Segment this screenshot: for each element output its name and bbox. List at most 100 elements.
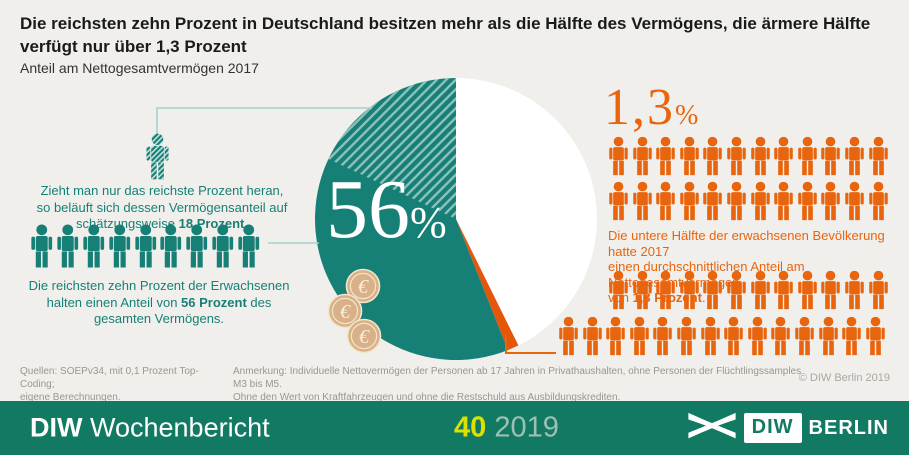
person-icon	[82, 224, 106, 268]
person-icon	[820, 181, 841, 221]
person-icon	[605, 316, 626, 356]
note-line: schätzungsweise	[76, 216, 179, 231]
person-icon	[652, 316, 673, 356]
person-icon	[676, 316, 697, 356]
person-icon	[134, 224, 158, 268]
person-icon	[608, 270, 629, 310]
person-icon	[629, 316, 650, 356]
person-icon	[237, 224, 261, 268]
person-icon	[56, 224, 80, 268]
person-icon	[773, 181, 794, 221]
note-line: des	[246, 294, 272, 310]
note-line: .	[701, 290, 706, 305]
note-line: .	[244, 216, 248, 231]
person-icon	[655, 136, 676, 176]
people-row-poor-half-1	[608, 136, 889, 176]
person-icon	[608, 136, 629, 176]
person-icon	[679, 136, 700, 176]
poor-half-share-label: 1,3%	[604, 82, 700, 134]
person-icon	[868, 136, 889, 176]
diw-logo-text: DIW	[743, 413, 802, 443]
person-icon	[844, 270, 865, 310]
person-icon	[632, 136, 653, 176]
pie-share-percent-sign: %	[410, 198, 447, 247]
person-icon	[679, 181, 700, 221]
note-line: gesamten Vermögens.	[93, 311, 225, 326]
person-icon	[700, 316, 721, 356]
person-icon	[702, 270, 723, 310]
person-icon	[108, 224, 132, 268]
person-icon	[726, 270, 747, 310]
person-icon	[750, 181, 771, 221]
sources-note: Quellen: SOEPv34, mit 0,1 Prozent Top-Co…	[20, 365, 230, 404]
pie-slice-rest	[456, 78, 597, 346]
person-icon	[820, 270, 841, 310]
person-icon	[702, 136, 723, 176]
person-icon	[747, 316, 768, 356]
note-line: Die reichsten zehn Prozent der Erwachsen…	[28, 278, 290, 293]
page-title: Die reichsten zehn Prozent in Deutschlan…	[20, 14, 871, 56]
diw-berlin-logo: DIW BERLIN	[687, 411, 889, 445]
euro-coin-icon: €	[345, 268, 381, 304]
person-icon	[844, 181, 865, 221]
person-icon	[726, 136, 747, 176]
svg-text:€: €	[340, 301, 351, 323]
person-icon	[185, 224, 209, 268]
pie-share-label: 56%	[326, 168, 447, 252]
note-line: halten einen Anteil von	[46, 294, 182, 310]
euro-coins: € € €	[327, 268, 382, 354]
brand-wochenbericht: Wochenbericht	[90, 412, 270, 443]
person-icon	[770, 316, 791, 356]
person-icon	[797, 270, 818, 310]
people-row-poor-half-2	[608, 181, 889, 221]
pie-share-value: 56	[326, 163, 410, 256]
person-icon	[797, 181, 818, 221]
footer-bar: DIW Wochenbericht 40 2019 DIW BERLIN	[0, 401, 909, 455]
berlin-logo-text: BERLIN	[808, 416, 889, 439]
person-icon	[30, 224, 54, 268]
note-highlight: 56 Prozent	[181, 294, 247, 310]
note-line: Anmerkung: Individuelle Nettovermögen de…	[233, 366, 802, 390]
copyright: © DIW Berlin 2019	[798, 372, 890, 384]
person-icon	[794, 316, 815, 356]
source-line: Quellen: SOEPv34, mit 0,1 Prozent Top-Co…	[20, 366, 199, 390]
brand-diw: DIW	[30, 412, 83, 443]
svg-text:€: €	[359, 326, 370, 348]
note-line: Die untere Hälfte der erwachsenen Bevölk…	[608, 228, 885, 259]
pie-wedge-richest-one-percent-hatched	[328, 78, 456, 219]
person-icon	[608, 181, 629, 221]
note-line: so beläuft sich dessen Vermögensanteil a…	[36, 199, 288, 215]
diw-logo-bowtie-icon	[688, 412, 736, 439]
person-icon	[655, 270, 676, 310]
euro-coin-icon: €	[346, 318, 382, 354]
person-icon	[820, 136, 841, 176]
person-icon	[818, 316, 839, 356]
person-icon	[679, 270, 700, 310]
person-icon	[865, 316, 886, 356]
people-row-rich-ten-percent	[30, 224, 261, 268]
person-icon	[750, 136, 771, 176]
note-rich-ten-percent: Die reichsten zehn Prozent der Erwachsen…	[23, 278, 295, 328]
note-line: Zieht man nur das reichste Prozent heran…	[40, 183, 284, 198]
person-icon	[868, 181, 889, 221]
issue-value: 40	[454, 411, 487, 444]
people-row-poor-half-3	[608, 270, 889, 310]
issue-number: 40 2019	[454, 412, 559, 445]
person-icon	[632, 181, 653, 221]
issue-year: 2019	[494, 411, 559, 444]
poor-share-value: 1,3	[604, 79, 675, 136]
person-icon	[655, 181, 676, 221]
page-subtitle: Anteil am Nettogesamtvermögen 2017	[20, 60, 259, 76]
note-line: Ohne den Wert von Kraftfahrzeugen und oh…	[233, 392, 621, 403]
person-icon	[750, 270, 771, 310]
person-icon	[773, 270, 794, 310]
person-icon	[844, 136, 865, 176]
person-icon	[726, 181, 747, 221]
person-icon	[868, 270, 889, 310]
person-icon	[723, 316, 744, 356]
person-icon	[773, 136, 794, 176]
person-icon	[841, 316, 862, 356]
person-icon	[702, 181, 723, 221]
person-icon-richest-one-percent	[145, 133, 170, 180]
person-icon	[797, 136, 818, 176]
